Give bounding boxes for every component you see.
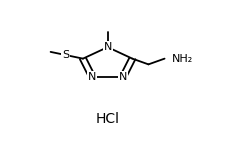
Text: N: N <box>119 72 127 82</box>
Text: N: N <box>88 72 97 82</box>
Text: HCl: HCl <box>96 112 120 126</box>
Text: NH₂: NH₂ <box>172 54 193 64</box>
Text: S: S <box>62 50 70 60</box>
Text: N: N <box>103 42 112 52</box>
